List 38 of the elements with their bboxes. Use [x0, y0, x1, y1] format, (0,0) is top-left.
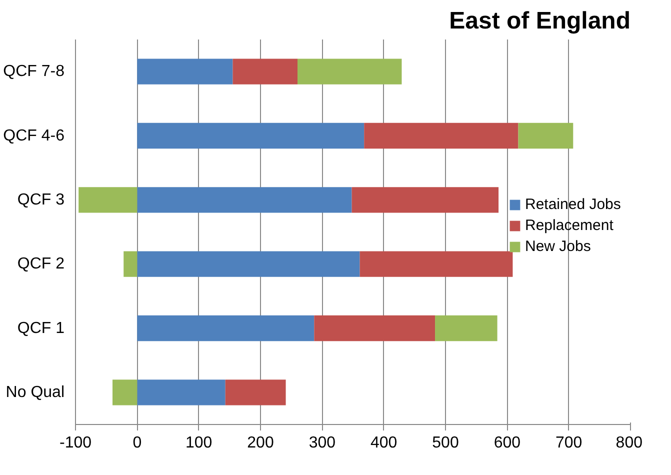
bar: [360, 251, 513, 277]
x-tick-label: 200: [247, 434, 274, 452]
y-tick-label: QCF 7-8: [3, 63, 65, 80]
bar: [298, 58, 402, 84]
chart-title: East of England: [449, 8, 631, 34]
bar: [137, 251, 360, 277]
bar: [137, 187, 352, 213]
x-tick-label: 400: [370, 434, 398, 452]
x-tick-label: 0: [132, 434, 142, 452]
y-tick-label: No Qual: [6, 384, 65, 401]
x-tick-label: 600: [494, 434, 521, 452]
bar: [314, 315, 436, 342]
bar: [352, 187, 499, 213]
bar: [225, 380, 286, 406]
bar: [78, 187, 138, 213]
bar: [112, 380, 138, 406]
legend-label: Retained Jobs: [525, 196, 621, 214]
x-tick-label: 500: [432, 434, 459, 452]
bar: [364, 122, 518, 149]
x-tick-label: 700: [555, 434, 582, 452]
x-tick-label: -100: [59, 434, 92, 452]
x-tick-label: 800: [616, 434, 643, 452]
bar: [518, 122, 574, 149]
legend-label: New Jobs: [525, 238, 591, 256]
bar: [137, 58, 233, 84]
y-tick-label: QCF 1: [17, 320, 65, 337]
bar: [124, 251, 138, 277]
x-tick-label: 100: [185, 434, 212, 452]
y-tick-label: QCF 4-6: [3, 127, 65, 144]
legend-label: Replacement: [525, 217, 614, 234]
x-tick-label: 300: [308, 434, 336, 452]
bar: [137, 122, 364, 149]
bar: [435, 315, 498, 342]
bar: [137, 380, 226, 406]
bar: [137, 315, 314, 342]
bar: [232, 58, 298, 84]
y-tick-label: QCF 3: [17, 191, 65, 208]
y-tick-label: QCF 2: [17, 256, 65, 273]
